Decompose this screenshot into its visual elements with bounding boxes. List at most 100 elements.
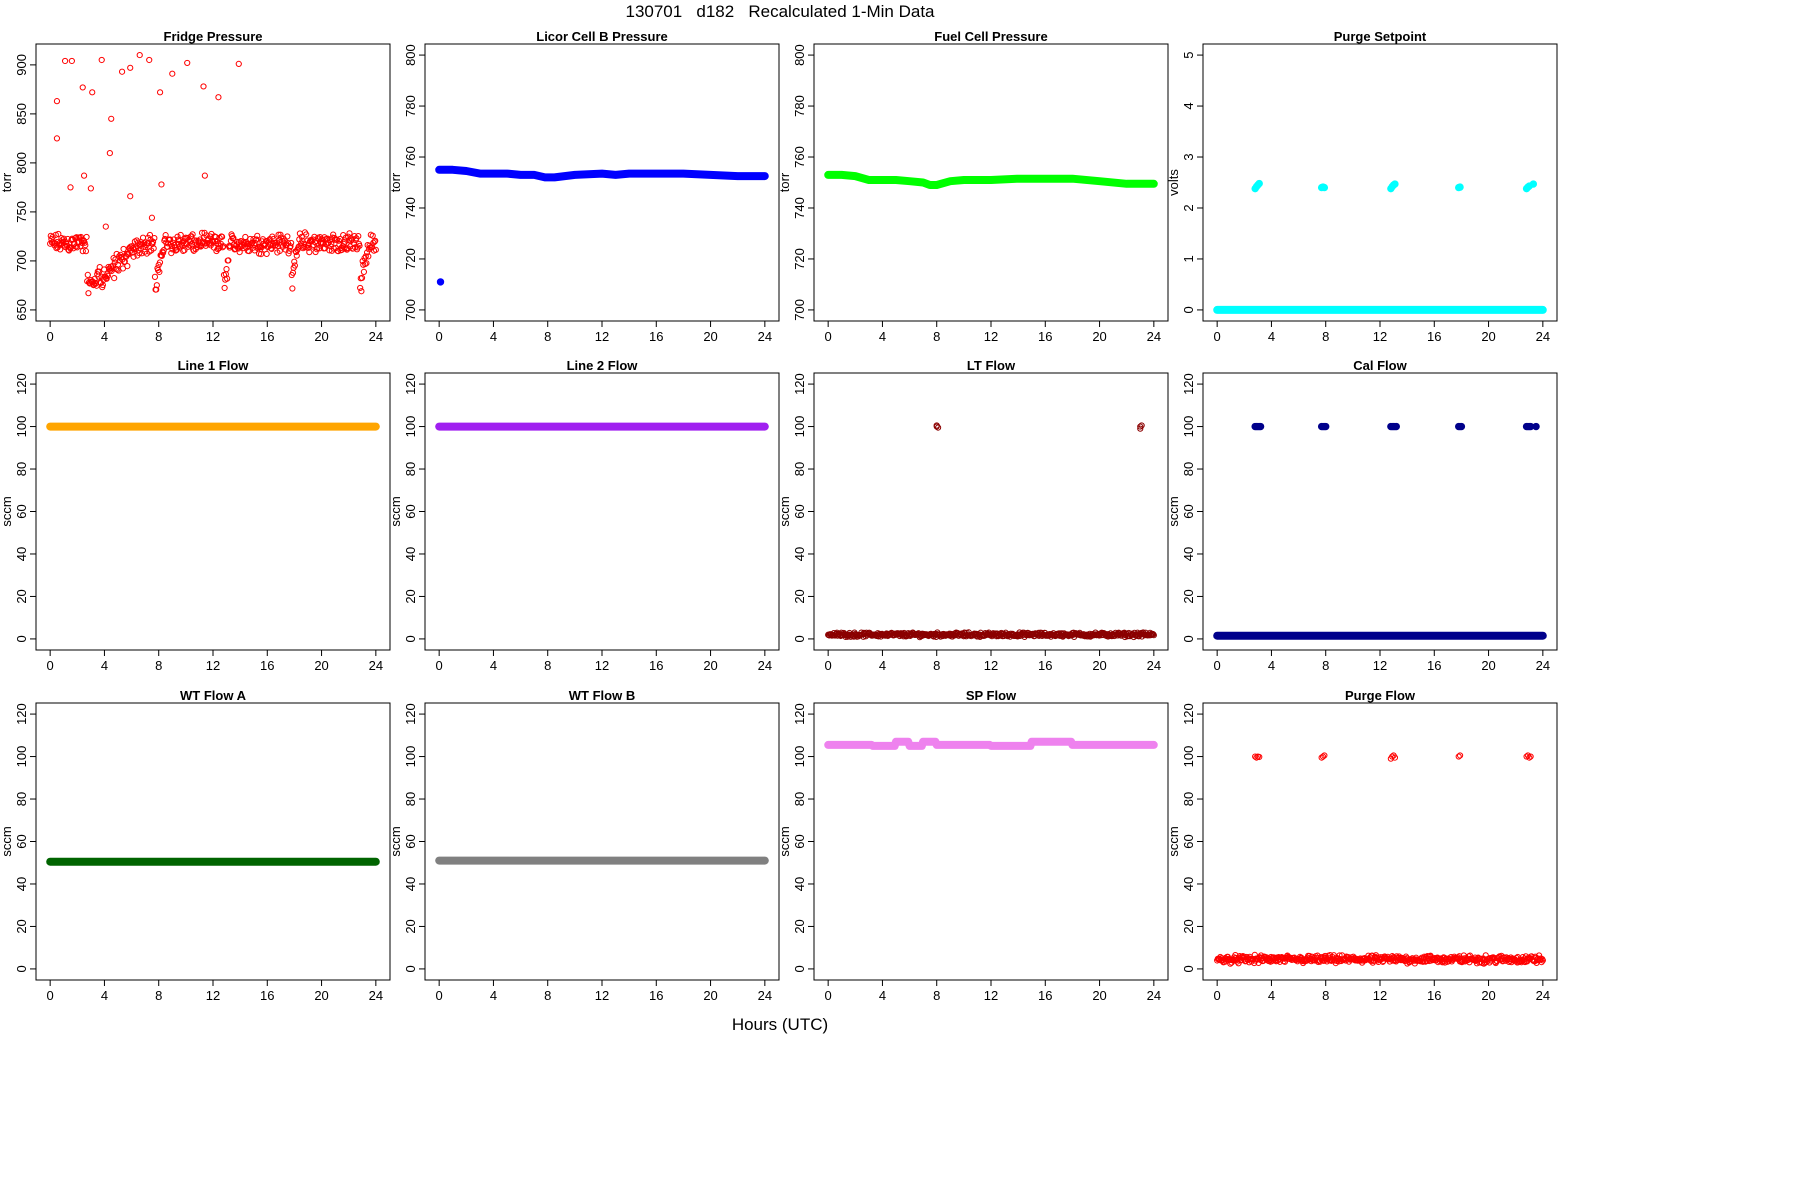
data-point [372, 237, 379, 244]
data-point [82, 242, 89, 249]
data-marks [1214, 752, 1546, 967]
y-tick-label: 60 [14, 504, 29, 518]
x-tick-label: 24 [369, 988, 383, 1003]
data-point [224, 275, 231, 282]
x-tick-label: 8 [1322, 988, 1329, 1003]
y-tick-label: 80 [792, 462, 807, 476]
data-point [79, 84, 86, 91]
data-marks [435, 165, 769, 286]
y-tick-label: 2 [1181, 204, 1196, 211]
x-axis-title: Hours (UTC) [731, 1015, 829, 1034]
x-tick-label: 16 [260, 988, 274, 1003]
data-point [1320, 183, 1329, 192]
data-point [116, 253, 123, 260]
data-point [93, 282, 100, 289]
data-point [160, 247, 167, 254]
y-axis-label: volts [1166, 169, 1181, 196]
x-tick-label: 20 [1481, 329, 1495, 344]
data-point [356, 242, 363, 249]
data-point [56, 240, 63, 247]
data-point [223, 266, 230, 273]
main-title: 130701 d182 Recalculated 1-Min Data [625, 2, 935, 21]
data-point [369, 232, 376, 239]
y-tick-label: 0 [403, 635, 418, 642]
data-point [1526, 754, 1533, 761]
y-tick-label: 0 [14, 965, 29, 972]
y-tick-label: 650 [14, 299, 29, 321]
x-tick-label: 4 [490, 329, 497, 344]
y-tick-label: 120 [792, 373, 807, 395]
data-point [1137, 425, 1144, 432]
x-tick-label: 12 [206, 329, 220, 344]
x-tick-label: 0 [825, 988, 832, 1003]
x-tick-label: 4 [490, 988, 497, 1003]
x-tick-label: 0 [436, 988, 443, 1003]
y-tick-label: 100 [792, 746, 807, 768]
y-tick-label: 120 [14, 703, 29, 725]
x-tick-label: 0 [436, 329, 443, 344]
data-point [53, 98, 61, 105]
panel-licor-cell-b-pressure: Licor Cell B Pressure torr 0 4 8 12 16 20 24 700 7… [388, 29, 780, 344]
data-point [158, 181, 165, 188]
data-point [291, 262, 298, 269]
y-axis-label: torr [0, 172, 14, 192]
data-point [263, 250, 270, 257]
data-point [61, 57, 69, 65]
data-point [293, 252, 300, 259]
data-marks [824, 737, 1158, 750]
x-tick-label: 20 [1481, 988, 1495, 1003]
panel-title: Line 2 Flow [567, 358, 639, 373]
data-point [67, 245, 74, 252]
panel-title: Fridge Pressure [164, 29, 263, 44]
data-point [254, 232, 261, 239]
data-point [146, 231, 154, 239]
data-point [362, 253, 369, 260]
data-point [236, 248, 243, 256]
y-axis-label: sccm [0, 826, 14, 856]
x-tick-label: 16 [649, 988, 663, 1003]
data-point [164, 243, 171, 250]
x-tick-label: 8 [1322, 658, 1329, 673]
y-tick-label: 100 [14, 746, 29, 768]
data-point [67, 184, 74, 191]
y-tick-label: 800 [14, 152, 29, 174]
panel-line-1-flow: Line 1 Flow sccm 0 4 8 12 16 20 24 0 20 40 60 80 100 12… [0, 358, 391, 673]
data-point [146, 56, 153, 64]
x-tick-label: 12 [206, 658, 220, 673]
data-point [150, 245, 157, 252]
x-tick-label: 8 [1322, 329, 1329, 344]
data-point [112, 256, 119, 263]
y-tick-label: 3 [1181, 153, 1196, 160]
x-tick-label: 8 [544, 658, 551, 673]
data-point [358, 274, 366, 281]
data-point [148, 240, 155, 247]
data-point [111, 274, 118, 282]
data-point [120, 245, 127, 253]
data-point [370, 239, 377, 246]
x-tick-label: 20 [703, 329, 717, 344]
data-point [181, 247, 188, 254]
plot-frame [424, 702, 780, 981]
y-tick-label: 20 [792, 919, 807, 933]
x-tick-label: 16 [1427, 988, 1441, 1003]
data-point [160, 249, 167, 256]
y-tick-label: 700 [792, 299, 807, 321]
x-tick-label: 12 [595, 658, 609, 673]
data-point [933, 422, 940, 429]
y-tick-label: 80 [1181, 792, 1196, 806]
data-point [151, 234, 158, 242]
y-tick-label: 740 [792, 197, 807, 219]
x-tick-label: 16 [649, 658, 663, 673]
panel-title: Cal Flow [1353, 358, 1407, 373]
data-point [276, 247, 283, 255]
y-tick-label: 750 [14, 201, 29, 223]
data-point [55, 230, 62, 238]
x-tick-label: 8 [155, 988, 162, 1003]
data-point [1322, 422, 1330, 431]
x-tick-label: 24 [1147, 988, 1161, 1003]
plot-frame [35, 372, 391, 651]
panel-title: Licor Cell B Pressure [536, 29, 668, 44]
x-tick-label: 4 [879, 329, 886, 344]
y-tick-label: 80 [792, 792, 807, 806]
data-point [60, 235, 68, 242]
